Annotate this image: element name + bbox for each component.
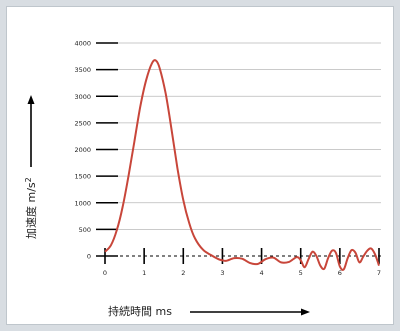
x-tick-label: 5	[299, 269, 303, 277]
y-tick-label: 1000	[74, 199, 91, 207]
y-tick-label: 2000	[74, 146, 91, 154]
line-chart: 0 500 1000 1500 2000 2500 3000 3500 4000 0 1 2 3 4 5 6 7…	[24, 40, 383, 318]
y-tick-label: 4000	[74, 40, 91, 48]
x-tick-label: 6	[338, 269, 342, 277]
x-tick-label: 1	[142, 269, 146, 277]
y-axis-arrow	[27, 95, 35, 167]
y-axis-label: 加速度 m/s2	[24, 177, 39, 239]
x-tick-label: 4	[260, 269, 264, 277]
y-tick-label: 2500	[74, 119, 91, 127]
y-tick-label: 3500	[74, 66, 91, 74]
x-tick-label: 0	[103, 269, 107, 277]
y-tick-label: 3000	[74, 93, 91, 101]
x-axis-arrow	[190, 308, 310, 316]
y-tick-label: 0	[87, 253, 91, 261]
y-tick-label: 500	[79, 226, 91, 234]
y-tick-label: 1500	[74, 173, 91, 181]
x-tick-label: 2	[181, 269, 185, 277]
y-axis-title: 加速度 m/s2	[24, 177, 39, 239]
x-tick-label: 3	[220, 269, 224, 277]
series-line	[104, 59, 380, 271]
y-axis-label-superscript: 2	[24, 177, 33, 182]
x-tick-label: 7	[377, 269, 381, 277]
x-axis-label: 持続時間 ms	[108, 304, 172, 318]
chart-panel: 0 500 1000 1500 2000 2500 3000 3500 4000 0 1 2 3 4 5 6 7…	[6, 6, 394, 325]
